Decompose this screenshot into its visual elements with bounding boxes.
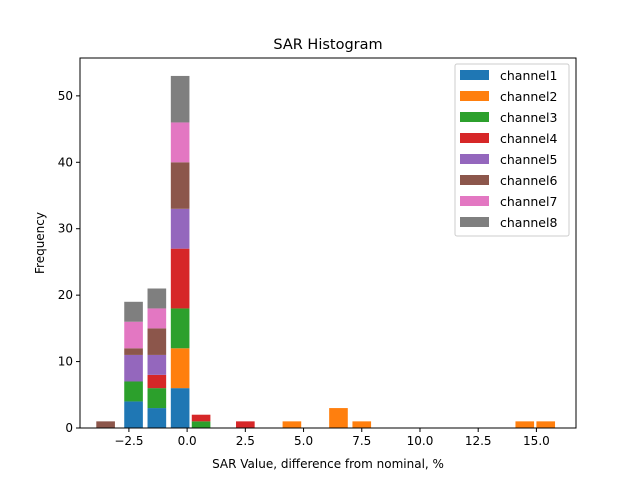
channel5-legend-label: channel5 [500, 152, 557, 167]
bars-layer [96, 75, 556, 428]
channel1-bar-1 [147, 408, 167, 428]
channel6-legend-label: channel6 [500, 173, 557, 188]
x-tick-label: 0.0 [178, 434, 197, 448]
channel4-bar-0 [147, 374, 167, 389]
y-tick-label: 20 [58, 288, 73, 302]
channel3-legend-label: channel3 [500, 110, 557, 125]
channel4-bar-3 [236, 421, 255, 428]
legend-frame [454, 63, 570, 237]
y-tick-label: 50 [58, 89, 73, 103]
x-tick-label: 7.5 [352, 434, 371, 448]
channel1-bar-2 [170, 388, 190, 428]
channel5-bar-0 [124, 354, 143, 382]
channel6-legend-swatch [460, 175, 489, 185]
y-axis-ticks: 0 10 20 30 40 50 [58, 89, 80, 435]
channel7-legend-label: channel7 [500, 194, 557, 209]
channel7-bar-0 [124, 321, 143, 349]
x-tick-label: 5.0 [294, 434, 313, 448]
channel3-bar-0 [124, 381, 143, 402]
channel2-legend-label: channel2 [500, 89, 557, 104]
channel6-bar-3 [170, 162, 190, 209]
x-tick-label: 12.5 [465, 434, 492, 448]
channel4-bar-2 [191, 414, 211, 422]
channel6-bar-0 [96, 421, 115, 428]
channel5-bar-1 [147, 354, 167, 375]
channel2-bar-0 [170, 348, 190, 389]
channel7-legend-swatch [460, 196, 489, 206]
x-axis-label: SAR Value, difference from nominal, % [212, 457, 444, 471]
channel8-bar-2 [170, 75, 190, 123]
channel7-bar-1 [147, 308, 167, 329]
channel2-bar-4 [515, 421, 535, 428]
channel4-bar-1 [170, 248, 190, 309]
channel4-legend-label: channel4 [500, 131, 557, 146]
channel8-legend-swatch [460, 217, 489, 227]
channel8-bar-1 [147, 288, 167, 309]
x-tick-label: 2.5 [236, 434, 255, 448]
channel4-legend-swatch [460, 133, 489, 143]
channel2-bar-3 [352, 421, 372, 428]
channel6-bar-2 [147, 328, 167, 355]
y-tick-label: 40 [58, 155, 73, 169]
x-tick-label: −2.5 [114, 434, 143, 448]
channel1-legend-label: channel1 [500, 68, 557, 83]
channel2-bar-5 [536, 421, 556, 428]
channel3-bar-1 [147, 388, 167, 409]
channel2-bar-2 [329, 408, 348, 428]
channel2-legend-swatch [460, 91, 489, 101]
y-axis-label: Frequency [33, 212, 47, 274]
x-axis-ticks: −2.5 0.0 2.5 5.0 7.5 10.0 12.5 15.0 [114, 428, 550, 448]
channel3-bar-2 [170, 308, 190, 349]
channel5-legend-swatch [460, 154, 489, 164]
chart-title: SAR Histogram [273, 37, 382, 53]
channel7-bar-2 [170, 122, 190, 163]
plot-frame [79, 57, 577, 429]
channel6-bar-1 [124, 348, 143, 355]
channel3-bar-3 [191, 421, 211, 428]
channel1-bar-0 [124, 401, 143, 428]
x-tick-label: 10.0 [407, 434, 434, 448]
channel3-legend-swatch [460, 112, 489, 122]
y-tick-label: 30 [58, 222, 73, 236]
y-tick-label: 10 [58, 355, 73, 369]
y-tick-label: 0 [65, 421, 73, 435]
channel2-bar-1 [282, 421, 302, 428]
channel5-bar-2 [170, 208, 190, 249]
channel8-legend-label: channel8 [500, 215, 557, 230]
legend: channel1 channel2 channel3 channel4 channel5… [454, 63, 570, 237]
x-tick-label: 15.0 [523, 434, 550, 448]
channel8-bar-0 [124, 301, 143, 322]
channel1-legend-swatch [460, 70, 489, 80]
